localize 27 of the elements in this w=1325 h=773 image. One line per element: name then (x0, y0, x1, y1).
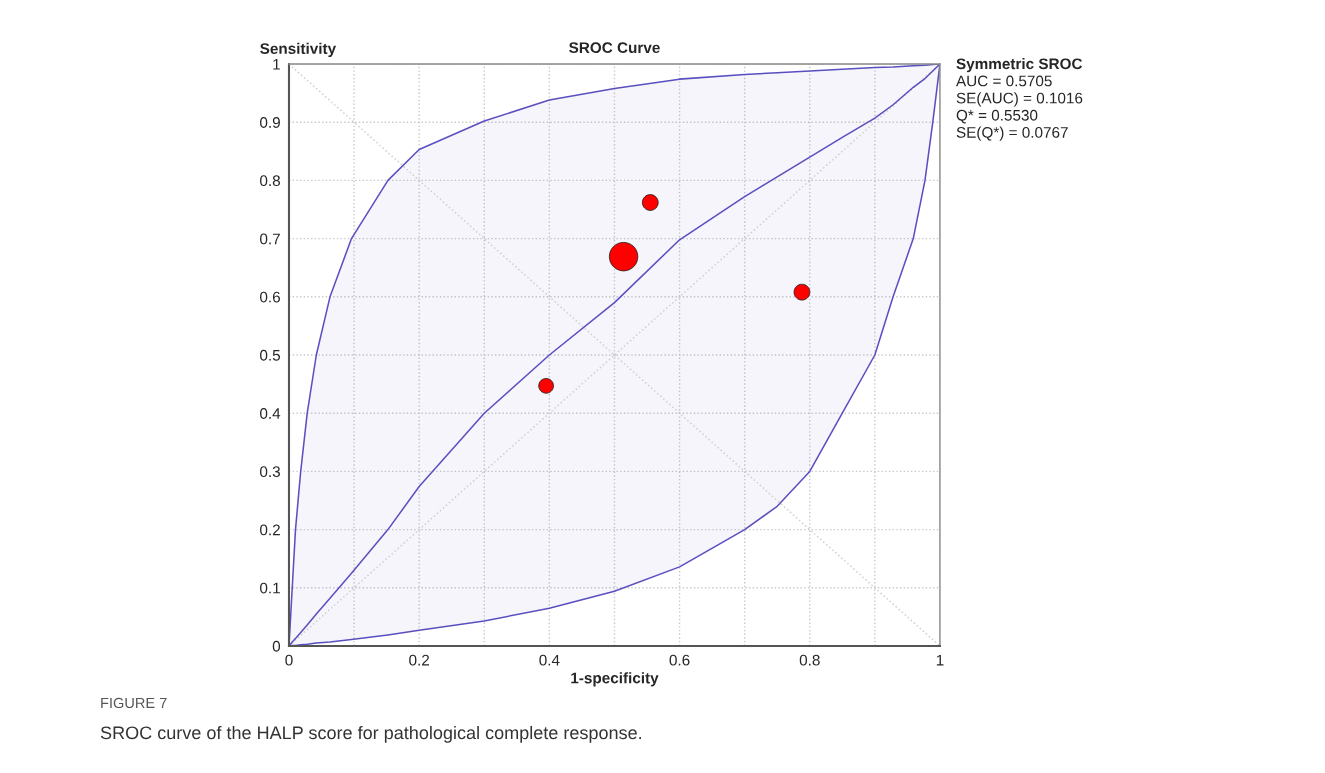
text: Q* = 0.5530 (956, 109, 1038, 124)
text: Symmetric SROC (956, 57, 1083, 73)
chart-title: SROC Curve (569, 42, 660, 54)
y-tick-label: 0.6 (260, 291, 280, 303)
x-axis-title: 1-specificity (571, 672, 659, 687)
y-tick-label: 0.7 (260, 233, 280, 245)
y-tick-label: 0.1 (260, 582, 280, 594)
y-tick-label: 0 (272, 640, 281, 652)
y-tick-label: 0.8 (260, 175, 280, 187)
y-tick-label: 0.3 (260, 466, 280, 478)
y-tick-label: 0.9 (260, 117, 280, 128)
x-tick-label: 0.8 (799, 654, 820, 666)
y-tick-label: 0.5 (260, 349, 281, 361)
y-tick-label: 0.2 (260, 524, 280, 536)
x-tick-label: 1 (936, 654, 944, 666)
text: AUC = 0.5705 (956, 75, 1052, 87)
text: SE(AUC) = 0.1016 (956, 92, 1083, 107)
x-tick-label: 0 (285, 654, 293, 666)
y-axis-title: Sensitivity (260, 42, 337, 58)
y-tick-label: 0.4 (260, 408, 281, 419)
text: SROC curve of the HALP score for pathological complete response. (100, 725, 642, 743)
caption: FIGURE 7 (101, 697, 167, 709)
text: SE(Q*) = 0.0767 (956, 126, 1068, 141)
x-tick-label: 0.4 (539, 654, 560, 666)
x-tick-label: 0.6 (669, 654, 690, 666)
y-tick-label: 1 (273, 59, 280, 70)
x-tick-label: 0.2 (409, 654, 430, 666)
